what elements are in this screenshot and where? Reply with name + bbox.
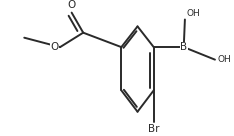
- Text: O: O: [51, 42, 59, 52]
- Text: B: B: [180, 42, 187, 52]
- Text: OH: OH: [186, 9, 200, 18]
- Text: Br: Br: [148, 124, 159, 134]
- Text: OH: OH: [217, 55, 231, 64]
- Text: O: O: [68, 0, 76, 10]
